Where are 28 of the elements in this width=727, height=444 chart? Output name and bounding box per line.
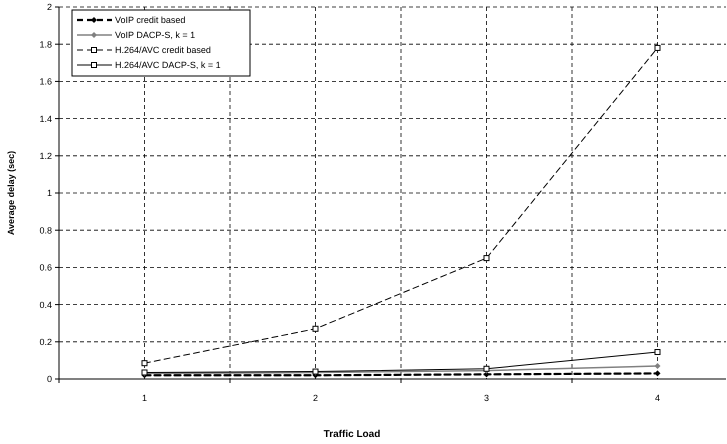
point [312, 326, 318, 332]
legend-label: H.264/AVC credit based [115, 45, 211, 56]
y-tick-label: 0.2 [39, 336, 52, 347]
y-tick-label: 0.6 [39, 262, 52, 273]
y-tick-label: 1 [46, 188, 52, 198]
y-tick-label: 1.6 [39, 76, 52, 87]
y-tick-label: 1.8 [39, 39, 52, 50]
x-tick-label: 2 [312, 393, 318, 403]
x-tick-label: 1 [142, 393, 148, 403]
point [654, 370, 660, 376]
point [484, 255, 490, 262]
point [142, 360, 148, 366]
x-tick-label: 4 [654, 393, 660, 403]
point [654, 362, 660, 369]
y-tick-label: 0.8 [39, 225, 52, 236]
legend-label: H.264/AVC DACP-S, k = 1 [115, 60, 221, 70]
y-tick-label: 2 [46, 2, 52, 12]
x-axis-title: Traffic Load [324, 429, 380, 440]
y-tick-label: 0 [46, 374, 52, 384]
x-tick-label: 3 [484, 393, 490, 403]
legend-label: VoIP credit based [115, 15, 186, 26]
y-axis-title: Average delay (sec) [6, 150, 16, 236]
point [654, 44, 660, 51]
legend-label: VoIP DACP-S, k = 1 [115, 30, 196, 40]
y-tick-label: 0.4 [39, 300, 52, 310]
y-tick-label: 1.4 [39, 114, 52, 124]
point [654, 349, 660, 356]
y-tick-label: 1.2 [39, 150, 52, 161]
